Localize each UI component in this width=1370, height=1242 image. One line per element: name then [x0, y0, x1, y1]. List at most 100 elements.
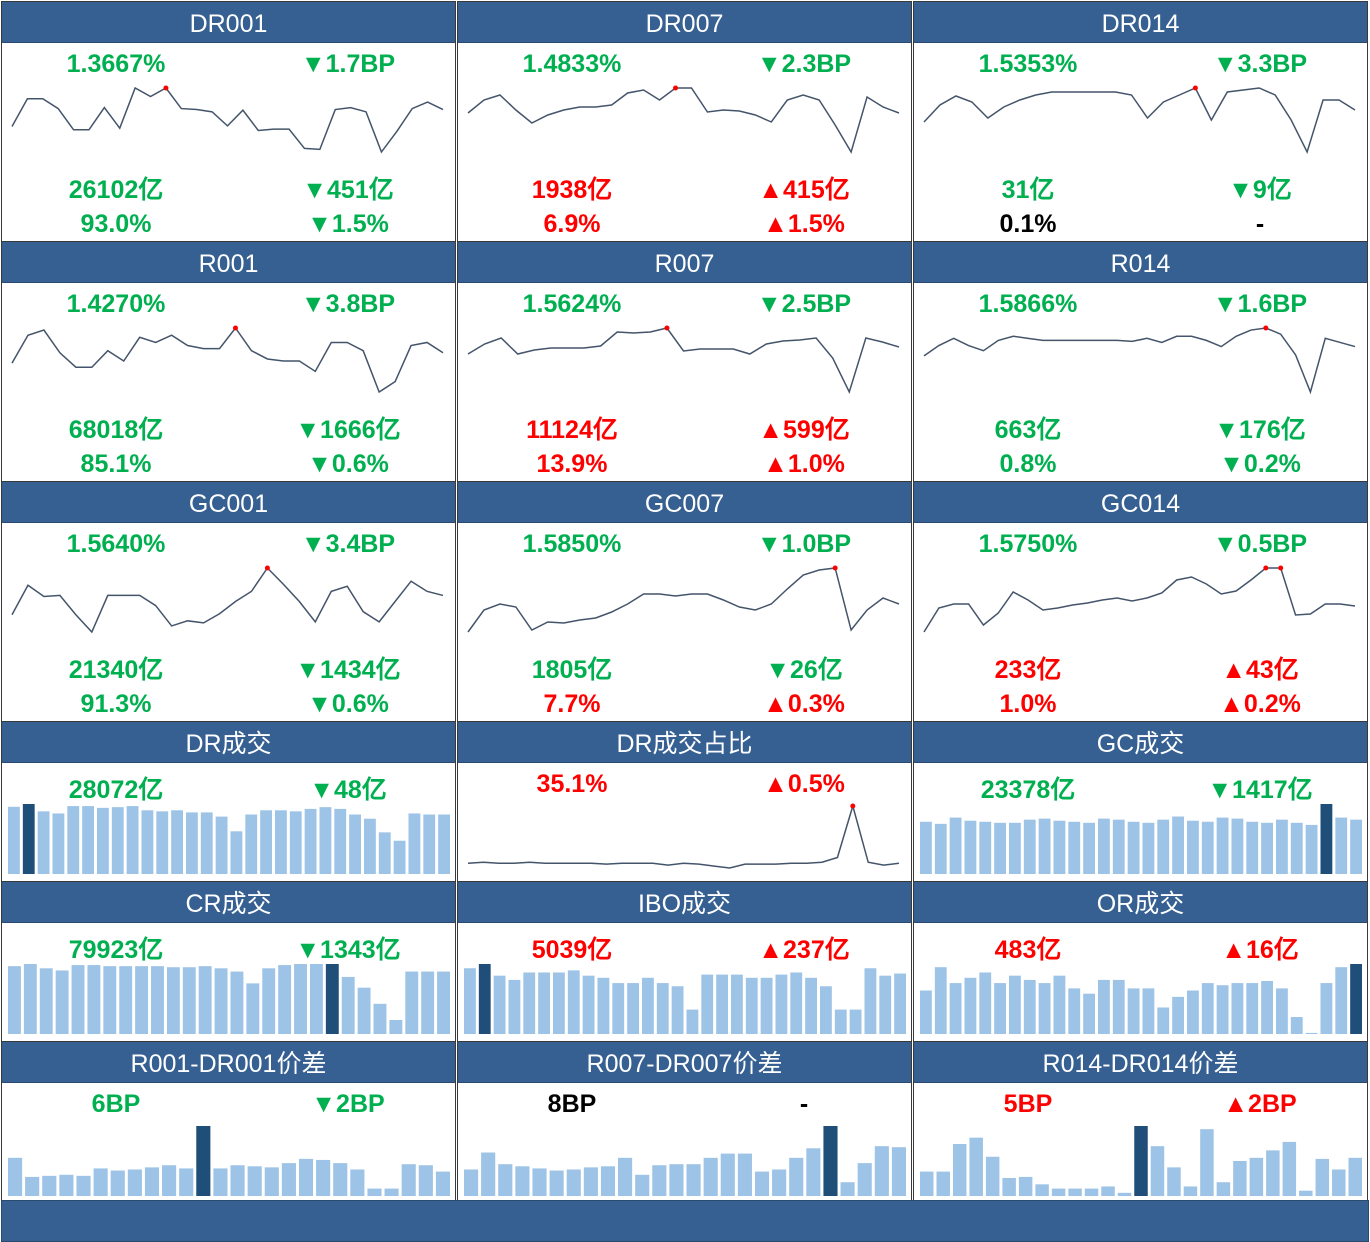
bar [401, 1164, 416, 1196]
bar [1201, 983, 1214, 1034]
bar [464, 1169, 479, 1196]
bar [408, 813, 421, 874]
bar [22, 804, 35, 874]
bar [71, 965, 85, 1034]
bar [357, 987, 371, 1034]
bar [275, 810, 287, 874]
bar-sparkline [920, 804, 1362, 874]
bar [373, 1003, 387, 1034]
bar [1187, 990, 1199, 1034]
share-change: ▲1.5% [763, 210, 845, 238]
bar [1083, 993, 1095, 1034]
bar [806, 1148, 821, 1196]
bar [532, 1168, 547, 1196]
bar [179, 1168, 194, 1196]
bar [333, 1163, 348, 1196]
rate-change: ▼3.8BP [300, 290, 396, 318]
series-line [467, 87, 900, 154]
bar [39, 968, 53, 1034]
bar [1157, 1007, 1170, 1034]
bar [82, 806, 94, 874]
highlight-point [850, 803, 856, 809]
share-value: 1.0% [999, 690, 1057, 718]
share-value: 6.9% [543, 210, 601, 238]
bar [1187, 820, 1199, 874]
bar [920, 821, 932, 874]
bar [879, 975, 892, 1034]
bar [508, 979, 521, 1034]
bar [230, 971, 244, 1034]
bar [1246, 821, 1259, 874]
bar [294, 964, 307, 1034]
bar [1332, 1169, 1346, 1196]
series-line [923, 327, 1356, 395]
bar [8, 966, 21, 1034]
value: 35.1% [536, 770, 608, 798]
bar [1320, 804, 1333, 874]
bar [304, 808, 317, 874]
bar [1276, 819, 1288, 874]
panel-ibo成交: IBO成交 5039亿 ▲237亿 [457, 881, 912, 1042]
highlight-point [1192, 85, 1198, 91]
bar [857, 1163, 872, 1196]
bar [135, 966, 149, 1034]
bar [418, 1165, 433, 1196]
series-line [11, 86, 444, 154]
bar [1038, 983, 1051, 1034]
highlight-point [163, 85, 169, 91]
bar [126, 806, 139, 874]
bar [834, 1009, 847, 1034]
bar [671, 986, 684, 1034]
bar [864, 968, 877, 1034]
bar [281, 1163, 296, 1196]
share-change: ▲1.0% [763, 450, 845, 478]
series-line [467, 327, 900, 395]
bar [1172, 816, 1184, 874]
bar [316, 1159, 331, 1196]
bar-sparkline [8, 1126, 450, 1196]
bar [166, 967, 180, 1034]
bar [350, 1169, 365, 1196]
bar-sparkline [464, 964, 906, 1034]
rate-change: ▼1.6BP [1212, 290, 1308, 318]
bar [171, 810, 183, 874]
panel-title: R014-DR014价差 [914, 1042, 1367, 1083]
bar [37, 811, 50, 874]
panel-gc成交: GC成交 23378亿 ▼1417亿 [913, 721, 1368, 882]
bar [820, 986, 832, 1034]
panel-title: GC014 [914, 482, 1367, 523]
value: 6BP [91, 1090, 141, 1118]
bar [325, 964, 339, 1034]
bar [737, 1153, 752, 1196]
panel-dr001: DR001 1.3667% ▼1.7BP 26102亿 ▼451亿 93.0% ▼1.5% [1, 1, 456, 242]
highlight-point [1263, 565, 1269, 571]
series-line [467, 803, 900, 869]
bar [341, 976, 355, 1034]
rate-value: 1.5640% [66, 530, 166, 558]
bar [25, 1176, 40, 1196]
share-change: - [1255, 210, 1265, 238]
bar [642, 977, 654, 1034]
bar [934, 823, 947, 874]
bar [493, 975, 506, 1034]
panel-dr成交占比: DR成交占比 35.1% ▲0.5% [457, 721, 912, 882]
bar [103, 966, 117, 1034]
rate-change: ▼3.3BP [1212, 50, 1308, 78]
panel-r007-dr007价差: R007-DR007价差 8BP - [457, 1041, 912, 1202]
bar [1053, 820, 1066, 874]
bar [214, 968, 228, 1034]
line-sparkline [467, 325, 900, 395]
bar [1127, 988, 1140, 1034]
volume-value: 26102亿 [68, 176, 164, 204]
panel-title: DR成交 [2, 722, 455, 763]
value: 5BP [1003, 1090, 1053, 1118]
bar [994, 983, 1006, 1034]
bar [1266, 1150, 1280, 1196]
bar [1068, 821, 1081, 874]
bar [1002, 1177, 1016, 1196]
bar [1023, 979, 1036, 1034]
highlight-point [264, 565, 270, 571]
bar [1233, 1161, 1247, 1196]
bar [1246, 983, 1259, 1034]
bar [298, 1158, 314, 1196]
